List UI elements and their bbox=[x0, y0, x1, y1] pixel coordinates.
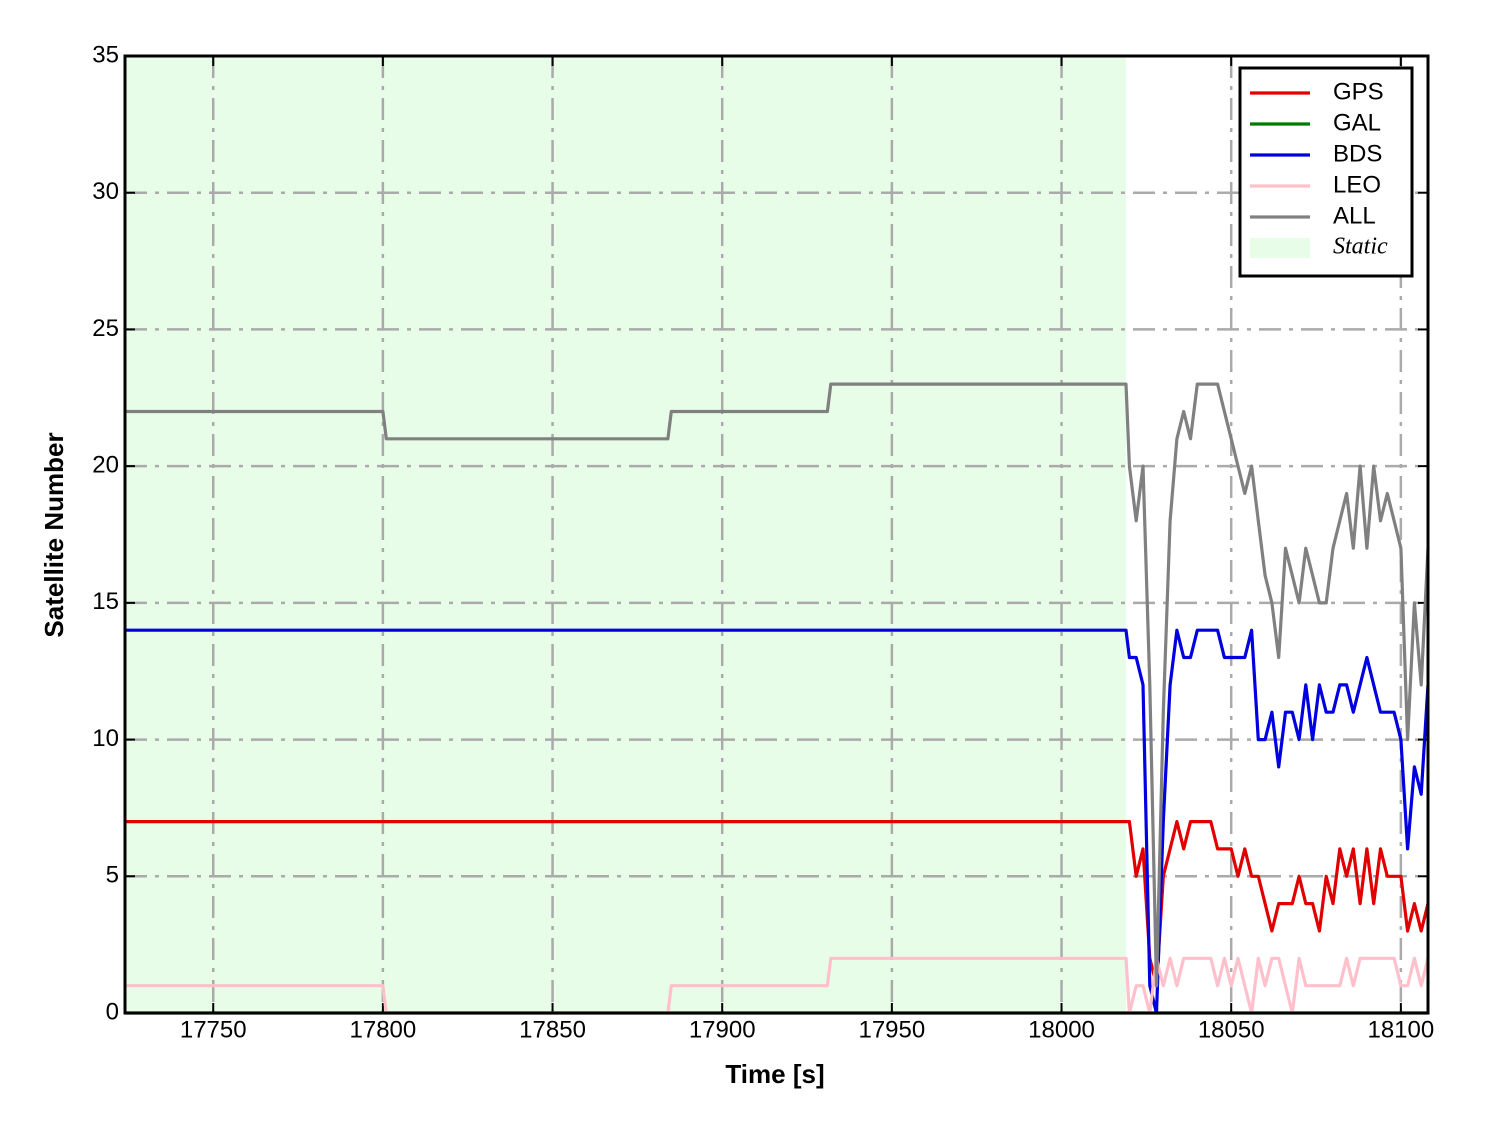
legend-label: GAL bbox=[1333, 109, 1381, 136]
y-tick-label: 5 bbox=[106, 862, 119, 889]
x-tick-label: 17850 bbox=[519, 1016, 586, 1043]
y-tick-label: 25 bbox=[92, 315, 119, 342]
y-tick-label: 20 bbox=[92, 451, 119, 478]
x-tick-label: 18050 bbox=[1198, 1016, 1265, 1043]
x-tick-label: 18100 bbox=[1367, 1016, 1434, 1043]
static-region bbox=[125, 56, 1127, 1013]
series-line bbox=[125, 820, 1430, 988]
legend-label: Static bbox=[1333, 234, 1388, 260]
x-tick-label: 17750 bbox=[180, 1016, 247, 1043]
y-tick-label: 35 bbox=[92, 41, 119, 68]
legend-label: GPS bbox=[1333, 78, 1384, 105]
plot-frame bbox=[123, 54, 1430, 1015]
series-line bbox=[125, 382, 1430, 988]
x-tick-label: 17800 bbox=[350, 1016, 417, 1043]
x-tick-label: 17900 bbox=[689, 1016, 756, 1043]
x-tick-label: 18000 bbox=[1028, 1016, 1095, 1043]
y-axis-label: Satellite Number bbox=[39, 432, 69, 637]
legend-swatch bbox=[1250, 238, 1310, 258]
y-tick-label: 10 bbox=[92, 725, 119, 752]
y-tick-label: 15 bbox=[92, 588, 119, 615]
y-tick-label: 0 bbox=[106, 998, 119, 1025]
x-axis-label: Time [s] bbox=[725, 1059, 824, 1089]
x-tick-label: 17950 bbox=[858, 1016, 925, 1043]
legend-label: BDS bbox=[1333, 140, 1382, 167]
legend-label: ALL bbox=[1333, 202, 1376, 229]
legend-label: LEO bbox=[1333, 171, 1381, 198]
y-tick-label: 30 bbox=[92, 178, 119, 205]
series-line bbox=[125, 628, 1430, 1015]
